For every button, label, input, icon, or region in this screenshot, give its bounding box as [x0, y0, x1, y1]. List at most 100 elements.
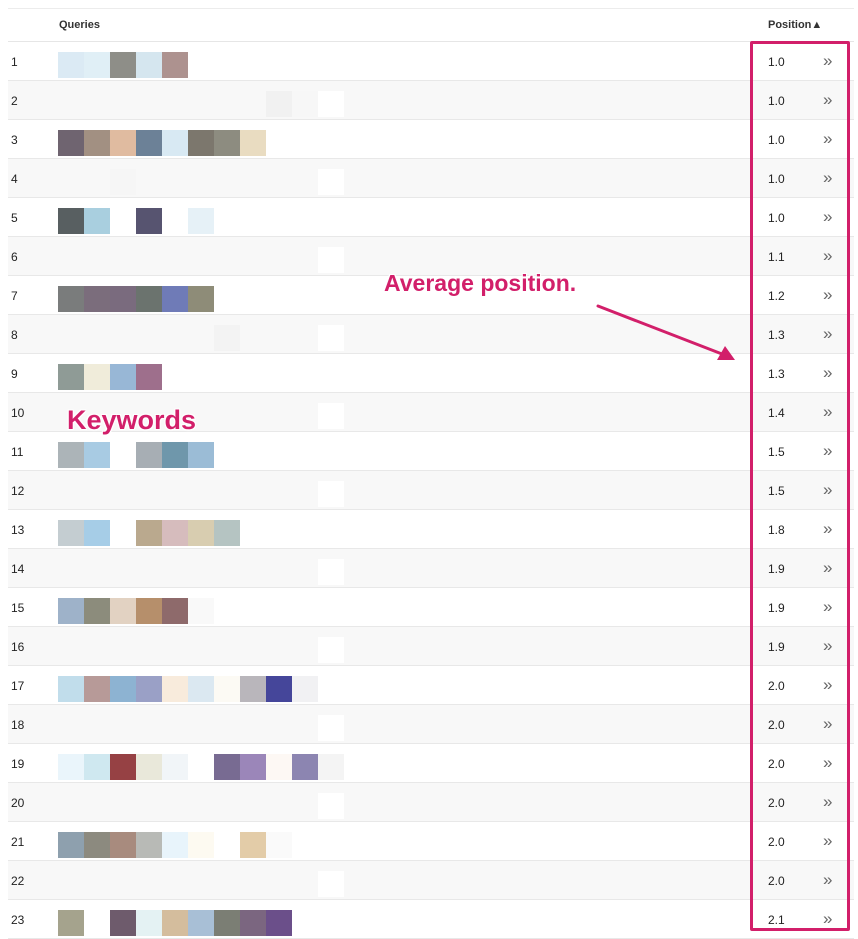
- table-row[interactable]: 21 2.0 »: [8, 822, 854, 861]
- pixel-block: [214, 325, 240, 351]
- table-row[interactable]: 22 2.0 »: [8, 861, 854, 900]
- pixel-block: [318, 325, 344, 351]
- table-row[interactable]: 8 1.3 »: [8, 315, 854, 354]
- pixel-block: [58, 364, 84, 390]
- double-chevron-right-icon[interactable]: »: [823, 129, 833, 148]
- table-row[interactable]: 15 1.9 »: [8, 588, 854, 627]
- table-row[interactable]: 2 1.0 »: [8, 81, 854, 120]
- table-row[interactable]: 9 1.3 »: [8, 354, 854, 393]
- pixel-block: [84, 910, 110, 936]
- table-row[interactable]: 6 1.1 »: [8, 237, 854, 276]
- double-chevron-right-icon[interactable]: »: [823, 519, 833, 538]
- table-row[interactable]: 20 2.0 »: [8, 783, 854, 822]
- double-chevron-right-icon[interactable]: »: [823, 909, 833, 928]
- table-row[interactable]: 19 2.0 »: [8, 744, 854, 783]
- double-chevron-right-icon[interactable]: »: [823, 675, 833, 694]
- pixel-block: [136, 910, 162, 936]
- double-chevron-right-icon[interactable]: »: [823, 714, 833, 733]
- pixelated-query-text[interactable]: [58, 52, 188, 78]
- pixel-block: [110, 481, 136, 507]
- double-chevron-right-icon[interactable]: »: [823, 168, 833, 187]
- pixelated-query-text[interactable]: [58, 169, 344, 195]
- pixel-block: [240, 325, 266, 351]
- table-row[interactable]: 18 2.0 »: [8, 705, 854, 744]
- pixel-block: [84, 286, 110, 312]
- table-row[interactable]: 13 1.8 »: [8, 510, 854, 549]
- double-chevron-right-icon[interactable]: »: [823, 636, 833, 655]
- double-chevron-right-icon[interactable]: »: [823, 324, 833, 343]
- double-chevron-right-icon[interactable]: »: [823, 285, 833, 304]
- table-row[interactable]: 3 1.0 »: [8, 120, 854, 159]
- double-chevron-right-icon[interactable]: »: [823, 792, 833, 811]
- row-number: 20: [11, 796, 25, 810]
- pixel-block: [162, 832, 188, 858]
- pixelated-query-text[interactable]: [58, 598, 344, 624]
- pixel-block: [136, 286, 162, 312]
- average-position-value: 1.0: [768, 94, 785, 108]
- pixelated-query-text[interactable]: [58, 286, 344, 312]
- double-chevron-right-icon[interactable]: »: [823, 51, 833, 70]
- double-chevron-right-icon[interactable]: »: [823, 90, 833, 109]
- table-row[interactable]: 14 1.9 »: [8, 549, 854, 588]
- double-chevron-right-icon[interactable]: »: [823, 870, 833, 889]
- pixel-block: [214, 832, 240, 858]
- pixelated-query-text[interactable]: [58, 637, 344, 663]
- pixel-block: [240, 637, 266, 663]
- row-number: 11: [11, 445, 24, 459]
- table-row[interactable]: 7 1.2 »: [8, 276, 854, 315]
- pixel-block: [110, 91, 136, 117]
- pixelated-query-text[interactable]: [58, 364, 344, 390]
- pixelated-query-text[interactable]: [58, 325, 344, 351]
- double-chevron-right-icon[interactable]: »: [823, 207, 833, 226]
- average-position-value: 1.1: [768, 250, 785, 264]
- pixelated-query-text[interactable]: [58, 247, 344, 273]
- double-chevron-right-icon[interactable]: »: [823, 402, 833, 421]
- table-row[interactable]: 10 1.4 »: [8, 393, 854, 432]
- table-row[interactable]: 23 2.1 »: [8, 900, 854, 939]
- pixel-block: [214, 715, 240, 741]
- table-row[interactable]: 1 1.0 »: [8, 42, 854, 81]
- pixelated-query-text[interactable]: [58, 520, 344, 546]
- double-chevron-right-icon[interactable]: »: [823, 363, 833, 382]
- pixelated-query-text[interactable]: [58, 754, 344, 780]
- pixelated-query-text[interactable]: [58, 715, 344, 741]
- row-number: 8: [11, 328, 18, 342]
- pixelated-query-text[interactable]: [58, 208, 344, 234]
- pixel-block: [188, 208, 214, 234]
- double-chevron-right-icon[interactable]: »: [823, 597, 833, 616]
- pixel-block: [188, 130, 214, 156]
- pixel-block: [58, 754, 84, 780]
- pixel-block: [266, 559, 292, 585]
- table-row[interactable]: 16 1.9 »: [8, 627, 854, 666]
- pixel-block: [136, 91, 162, 117]
- position-column-header[interactable]: Position▲: [768, 19, 823, 31]
- table-row[interactable]: 17 2.0 »: [8, 666, 854, 705]
- table-row[interactable]: 5 1.0 »: [8, 198, 854, 237]
- double-chevron-right-icon[interactable]: »: [823, 831, 833, 850]
- pixelated-query-text[interactable]: [58, 676, 344, 702]
- pixelated-query-text[interactable]: [58, 832, 344, 858]
- double-chevron-right-icon[interactable]: »: [823, 441, 833, 460]
- pixel-block: [162, 286, 188, 312]
- queries-column-header[interactable]: Queries: [59, 19, 100, 31]
- double-chevron-right-icon[interactable]: »: [823, 558, 833, 577]
- double-chevron-right-icon[interactable]: »: [823, 246, 833, 265]
- pixel-block: [58, 598, 84, 624]
- pixel-block: [188, 442, 214, 468]
- pixelated-query-text[interactable]: [58, 559, 344, 585]
- table-row[interactable]: 11 1.5 »: [8, 432, 854, 471]
- pixelated-query-text[interactable]: [58, 871, 344, 897]
- table-row[interactable]: 12 1.5 »: [8, 471, 854, 510]
- pixelated-query-text[interactable]: [58, 910, 344, 936]
- pixelated-query-text[interactable]: [58, 481, 344, 507]
- pixelated-query-text[interactable]: [58, 442, 344, 468]
- double-chevron-right-icon[interactable]: »: [823, 480, 833, 499]
- pixelated-query-text[interactable]: [58, 793, 344, 819]
- pixelated-query-text[interactable]: [58, 130, 344, 156]
- pixelated-query-text[interactable]: [58, 403, 344, 429]
- pixel-block: [136, 247, 162, 273]
- pixelated-query-text[interactable]: [58, 91, 344, 117]
- pixel-block: [84, 832, 110, 858]
- double-chevron-right-icon[interactable]: »: [823, 753, 833, 772]
- table-row[interactable]: 4 1.0 »: [8, 159, 854, 198]
